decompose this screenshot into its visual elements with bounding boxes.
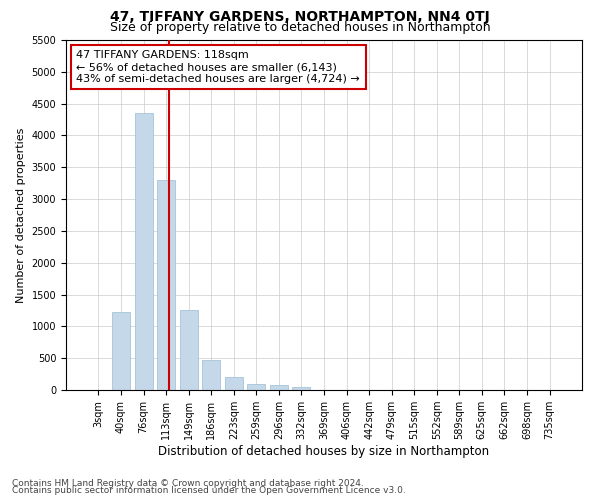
Y-axis label: Number of detached properties: Number of detached properties (16, 128, 26, 302)
Bar (134, 113, 152, 390)
X-axis label: Distribution of detached houses by size in Northampton: Distribution of detached houses by size … (158, 445, 490, 458)
Bar (179, 310, 198, 390)
Bar (225, 377, 243, 390)
Text: Contains HM Land Registry data © Crown copyright and database right 2024.: Contains HM Land Registry data © Crown c… (12, 478, 364, 488)
Bar (202, 360, 220, 390)
Bar (292, 387, 310, 390)
Bar (157, 180, 175, 390)
Text: Contains public sector information licensed under the Open Government Licence v3: Contains public sector information licen… (12, 486, 406, 495)
Text: 47 TIFFANY GARDENS: 118sqm
← 56% of detached houses are smaller (6,143)
43% of s: 47 TIFFANY GARDENS: 118sqm ← 56% of deta… (76, 50, 360, 84)
Bar (270, 385, 288, 390)
Text: Size of property relative to detached houses in Northampton: Size of property relative to detached ho… (110, 22, 490, 35)
Bar (112, 312, 130, 390)
Text: 47, TIFFANY GARDENS, NORTHAMPTON, NN4 0TJ: 47, TIFFANY GARDENS, NORTHAMPTON, NN4 0T… (110, 10, 490, 24)
Bar (247, 384, 265, 390)
